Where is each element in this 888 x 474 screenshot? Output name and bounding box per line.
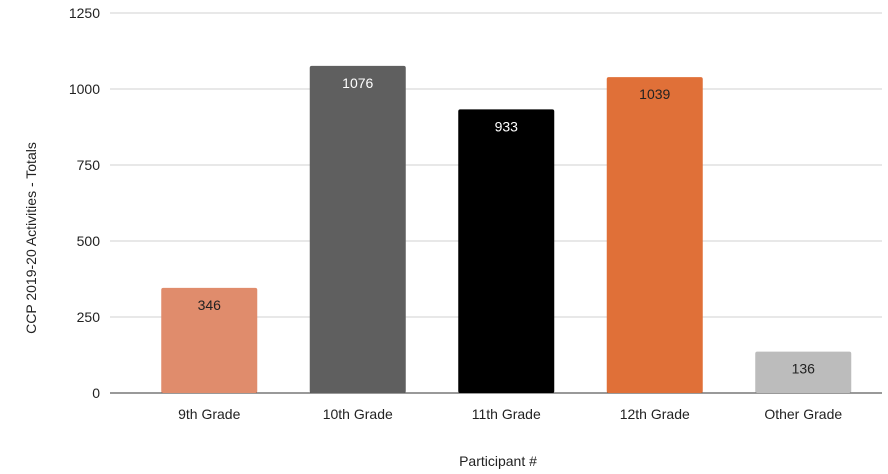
y-tick-label: 1000 (69, 81, 100, 97)
bar (161, 287, 258, 393)
bar (755, 351, 852, 393)
y-tick-label: 1250 (69, 5, 100, 21)
x-axis-ticks: 9th Grade 10th Grade 11th Grade 12th Grade O… (178, 406, 842, 422)
bars (161, 65, 852, 394)
bar (309, 65, 406, 394)
bar (458, 109, 555, 394)
x-tick-label: Other Grade (764, 406, 842, 422)
bar-value-label: 1076 (342, 75, 373, 91)
bar-value-label: 136 (792, 361, 816, 377)
x-tick-label: 9th Grade (178, 406, 240, 422)
y-tick-label: 250 (77, 309, 101, 325)
y-axis-ticks: 0 250 500 750 1000 1250 (69, 5, 100, 401)
y-tick-label: 750 (77, 157, 101, 173)
y-tick-label: 500 (77, 233, 101, 249)
y-axis-title: CCP 2019-20 Activities - Totals (23, 142, 39, 334)
bar-value-label: 933 (495, 118, 519, 134)
bar (606, 77, 703, 394)
data-labels: 346 1076 933 1039 136 (198, 75, 816, 377)
x-tick-label: 10th Grade (323, 406, 393, 422)
bar-value-label: 346 (198, 297, 222, 313)
bar-value-label: 1039 (639, 86, 670, 102)
x-tick-label: 12th Grade (620, 406, 690, 422)
y-tick-label: 0 (92, 385, 100, 401)
x-axis-title: Participant # (459, 453, 537, 469)
x-tick-label: 11th Grade (472, 406, 541, 422)
